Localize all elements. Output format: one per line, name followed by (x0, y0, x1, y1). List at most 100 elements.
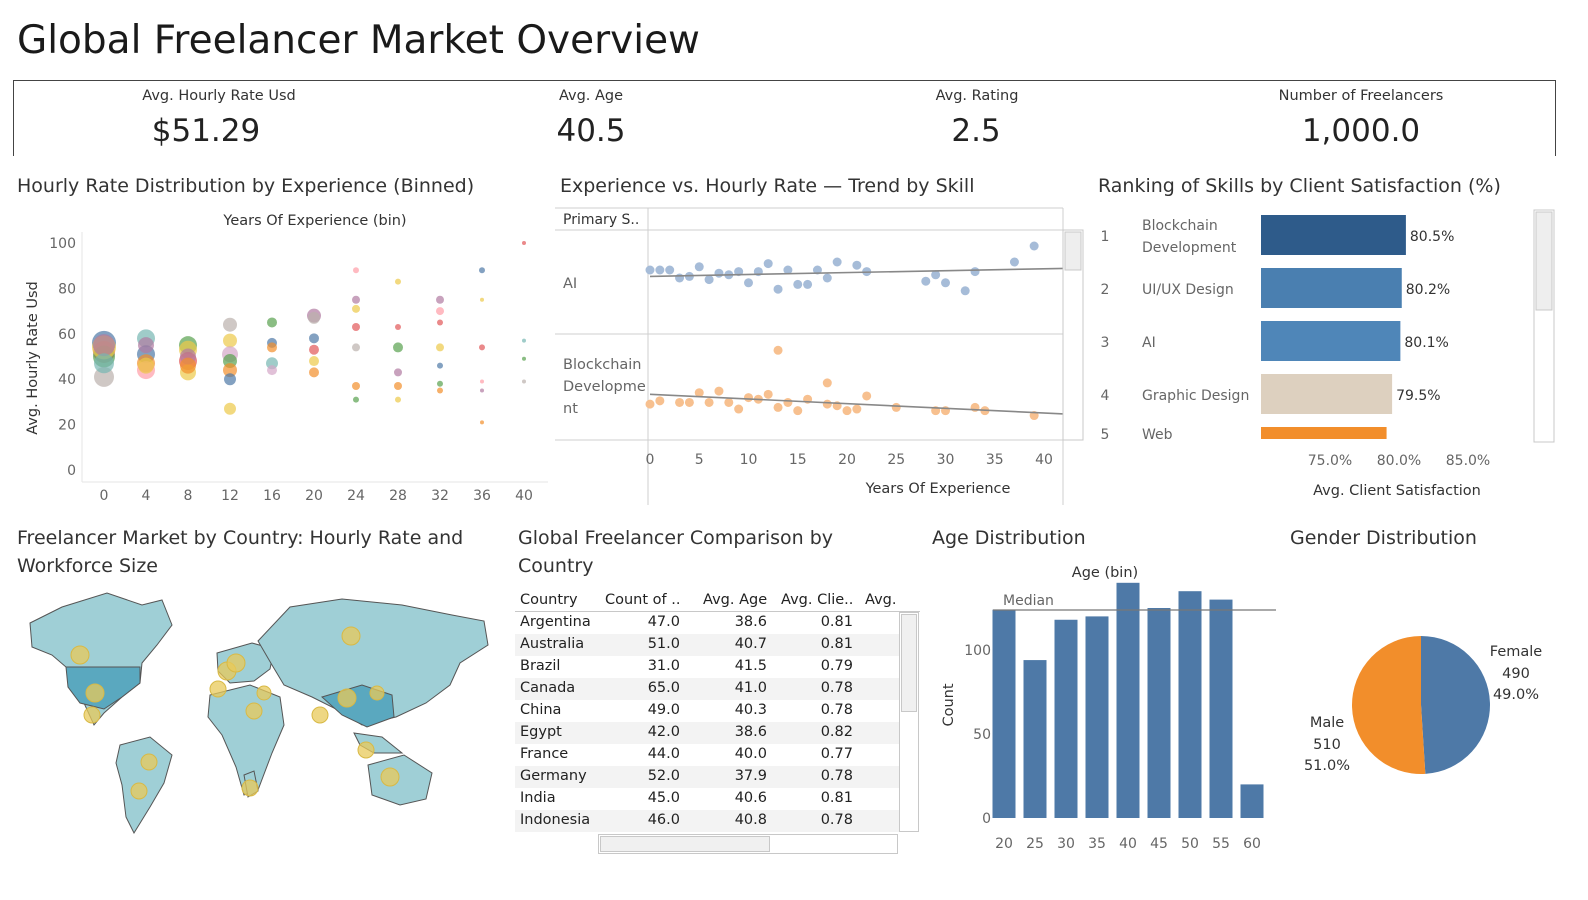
trend-point[interactable] (704, 397, 714, 407)
rate-dist-point[interactable] (223, 363, 237, 378)
map-point-india[interactable] (311, 706, 329, 724)
trend-point[interactable] (773, 402, 783, 412)
trend-point[interactable] (1009, 257, 1019, 267)
map-point-indonesia[interactable] (357, 741, 375, 759)
map-point-mexico[interactable] (83, 706, 101, 724)
rate-dist-point[interactable] (522, 379, 526, 384)
table-row[interactable]: France 44.0 40.0 0.77 (515, 744, 899, 766)
age-bar[interactable] (1023, 660, 1047, 818)
rate-dist-point[interactable] (437, 319, 443, 326)
table-header-country[interactable]: Country (520, 592, 578, 608)
trend-point[interactable] (744, 393, 753, 403)
trend-point[interactable] (783, 265, 793, 275)
trend-point[interactable] (763, 259, 773, 269)
rate-dist-point[interactable] (480, 379, 484, 384)
rate-dist-point[interactable] (352, 382, 360, 391)
rate-dist-point[interactable] (437, 380, 443, 387)
trend-point[interactable] (714, 386, 724, 396)
table-scrollbar-horizontal-thumb[interactable] (600, 836, 770, 852)
rate-dist-point[interactable] (437, 362, 443, 369)
trend-point[interactable] (793, 279, 803, 289)
rate-dist-point[interactable] (437, 387, 443, 394)
trend-point[interactable] (704, 275, 714, 285)
trend-point[interactable] (832, 257, 842, 267)
age-bar[interactable] (1054, 619, 1078, 818)
rate-dist-point[interactable] (522, 356, 526, 361)
rate-dist-point[interactable] (309, 367, 319, 378)
trend-point[interactable] (931, 270, 941, 280)
rate-dist-point[interactable] (522, 338, 526, 343)
map-point-south-africa[interactable] (241, 779, 259, 797)
trend-point[interactable] (842, 406, 852, 416)
rate-dist-point[interactable] (480, 388, 484, 393)
trend-point[interactable] (960, 286, 970, 296)
age-bar[interactable] (1240, 784, 1264, 818)
age-bar[interactable] (1178, 591, 1202, 818)
trend-point[interactable] (921, 276, 931, 286)
trend-point[interactable] (822, 273, 832, 283)
pie-slice-male[interactable] (1352, 636, 1426, 774)
trend-point[interactable] (694, 262, 704, 272)
table-row[interactable]: India 45.0 40.6 0.81 (515, 788, 899, 810)
rate-dist-point[interactable] (309, 356, 319, 367)
table-header-avg-age[interactable]: Avg. Age (703, 592, 768, 608)
rate-dist-point[interactable] (479, 267, 485, 274)
trend-point[interactable] (783, 397, 793, 407)
age-bar[interactable] (1116, 582, 1140, 818)
trend-scrollbar-thumb[interactable] (1064, 231, 1082, 271)
rate-dist-point[interactable] (393, 342, 403, 353)
rate-dist-point[interactable] (224, 373, 236, 386)
table-row[interactable]: Germany 52.0 37.9 0.78 (515, 766, 899, 788)
trend-point[interactable] (822, 399, 832, 409)
trend-point[interactable] (803, 279, 813, 289)
ranking-scrollbar-thumb[interactable] (1535, 211, 1553, 311)
age-bar[interactable] (1085, 616, 1109, 818)
map-point-egypt[interactable] (256, 685, 272, 701)
trend-point[interactable] (793, 406, 803, 416)
trend-point[interactable] (655, 396, 665, 406)
world-map[interactable] (22, 585, 492, 840)
rate-dist-point[interactable] (309, 333, 319, 344)
map-point-spain[interactable] (209, 680, 227, 698)
ranking-bar[interactable] (1261, 374, 1393, 414)
trend-point[interactable] (1029, 241, 1039, 251)
trend-point[interactable] (684, 397, 694, 407)
rate-dist-point[interactable] (436, 343, 444, 352)
table-header-avg-client[interactable]: Avg. Clie.. (781, 592, 854, 608)
rate-dist-point[interactable] (395, 278, 401, 285)
trend-point[interactable] (665, 265, 675, 275)
rate-dist-point[interactable] (352, 322, 360, 331)
table-header-avg[interactable]: Avg. (865, 592, 897, 608)
rate-dist-point[interactable] (353, 267, 359, 274)
rate-dist-point[interactable] (352, 304, 360, 313)
rate-dist-point[interactable] (395, 323, 401, 330)
trend-point[interactable] (773, 345, 783, 355)
trend-point[interactable] (812, 265, 822, 275)
trend-point[interactable] (862, 391, 872, 401)
rate-dist-point[interactable] (352, 295, 360, 304)
trend-point[interactable] (941, 278, 950, 288)
age-bar[interactable] (1209, 599, 1233, 818)
map-point-nigeria[interactable] (245, 702, 263, 720)
rate-dist-point[interactable] (267, 342, 277, 353)
rate-dist-point[interactable] (395, 396, 401, 403)
rate-dist-point[interactable] (436, 295, 444, 304)
rate-dist-point[interactable] (479, 344, 485, 351)
map-point-australia[interactable] (380, 767, 400, 787)
rate-dist-point[interactable] (436, 307, 444, 316)
pie-slice-female[interactable] (1421, 636, 1490, 774)
table-row[interactable]: China 49.0 40.3 0.78 (515, 700, 899, 722)
rate-dist-point[interactable] (138, 337, 154, 354)
rate-dist-point[interactable] (394, 382, 402, 391)
map-point-germany[interactable] (226, 653, 246, 673)
trend-point[interactable] (675, 397, 685, 407)
rate-dist-point[interactable] (180, 357, 196, 374)
trend-point[interactable] (645, 265, 655, 275)
trend-point[interactable] (714, 268, 724, 278)
table-row[interactable]: Egypt 42.0 38.6 0.82 (515, 722, 899, 744)
map-point-argentina[interactable] (130, 782, 148, 800)
table-row[interactable]: Canada 65.0 41.0 0.78 (515, 678, 899, 700)
ranking-bar[interactable] (1261, 215, 1406, 255)
map-point-canada[interactable] (70, 645, 90, 665)
rate-dist-point[interactable] (267, 365, 277, 376)
